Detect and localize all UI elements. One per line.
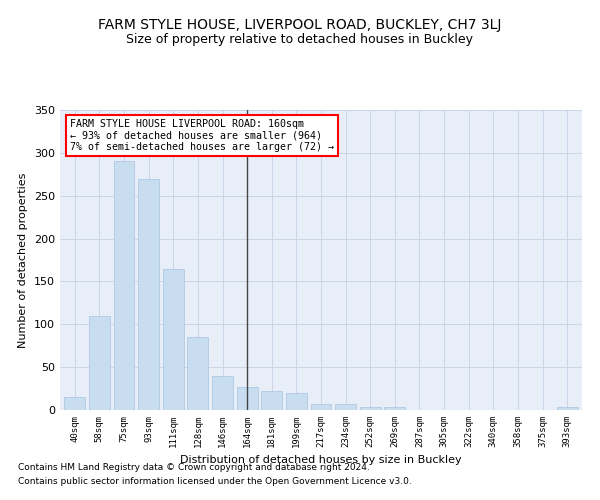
Bar [261, 391, 282, 410]
Bar [64, 397, 85, 410]
Text: Size of property relative to detached houses in Buckley: Size of property relative to detached ho… [127, 32, 473, 46]
Bar [113, 162, 134, 410]
Text: Contains HM Land Registry data © Crown copyright and database right 2024.: Contains HM Land Registry data © Crown c… [18, 464, 370, 472]
Bar [212, 376, 233, 410]
Bar [138, 178, 159, 410]
X-axis label: Distribution of detached houses by size in Buckley: Distribution of detached houses by size … [180, 456, 462, 466]
Text: Contains public sector information licensed under the Open Government Licence v3: Contains public sector information licen… [18, 477, 412, 486]
Bar [286, 393, 307, 410]
Bar [557, 408, 578, 410]
Bar [360, 406, 381, 410]
Bar [236, 387, 257, 410]
Bar [385, 406, 406, 410]
Y-axis label: Number of detached properties: Number of detached properties [19, 172, 28, 348]
Bar [163, 268, 184, 410]
Bar [187, 337, 208, 410]
Bar [311, 404, 331, 410]
Text: FARM STYLE HOUSE, LIVERPOOL ROAD, BUCKLEY, CH7 3LJ: FARM STYLE HOUSE, LIVERPOOL ROAD, BUCKLE… [98, 18, 502, 32]
Bar [335, 404, 356, 410]
Bar [89, 316, 110, 410]
Text: FARM STYLE HOUSE LIVERPOOL ROAD: 160sqm
← 93% of detached houses are smaller (96: FARM STYLE HOUSE LIVERPOOL ROAD: 160sqm … [70, 119, 334, 152]
